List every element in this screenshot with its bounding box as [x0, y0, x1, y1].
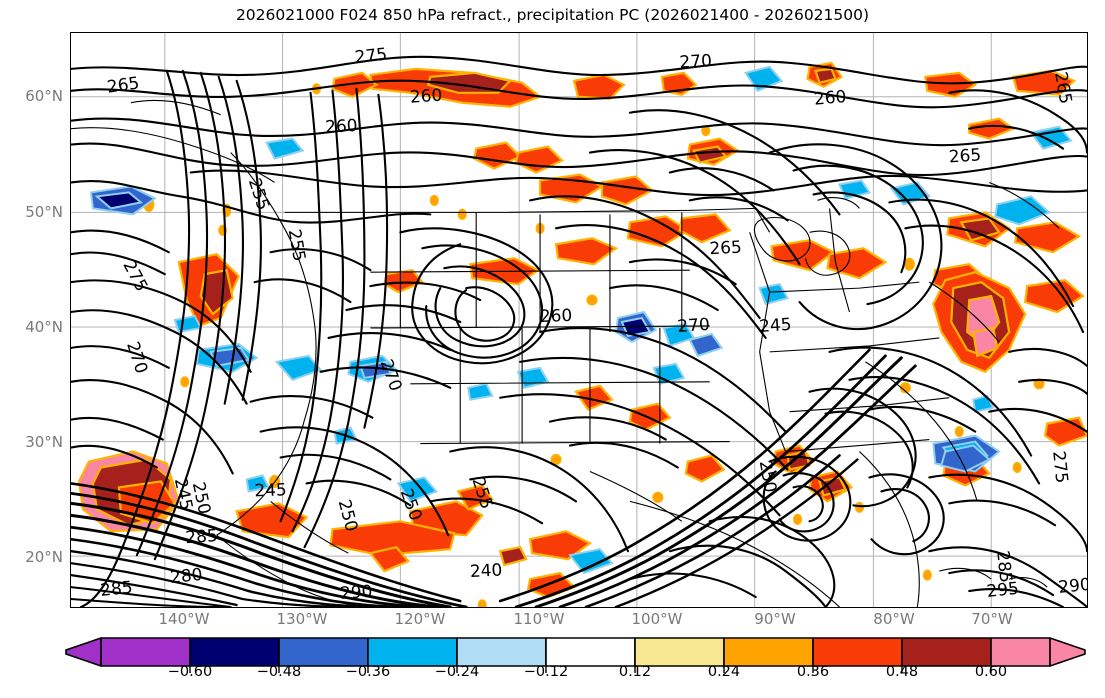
colorbar-tick-label-2: −0.36 — [345, 664, 391, 680]
contour-labels: 265 275 270 260 260 260 255 265 265 275 … — [99, 44, 1087, 603]
x-tick-110w: 110°W — [513, 610, 565, 628]
colorbar-tick-label-6: 0.24 — [707, 664, 741, 680]
map-canvas: 265 275 270 260 260 260 255 265 265 275 … — [71, 33, 1087, 607]
colorbar-tick-label-1: −0.48 — [256, 664, 302, 680]
svg-text:290: 290 — [339, 581, 373, 603]
x-tick-120w: 120°W — [394, 610, 446, 628]
colorbar-tick-label-5: 0.12 — [618, 664, 652, 680]
colorbar-swatch-3 — [367, 637, 458, 667]
colorbar-tick-label-9: 0.60 — [974, 664, 1008, 680]
svg-text:275: 275 — [354, 44, 388, 67]
colorbar-tick-label-4: −0.12 — [523, 664, 569, 680]
colorbar-tick-label-8: 0.48 — [885, 664, 919, 680]
colorbar-swatch-2 — [278, 637, 369, 667]
x-tick-80w: 80°W — [873, 610, 915, 628]
svg-text:285: 285 — [993, 550, 1016, 584]
colorbar-swatch-8 — [812, 637, 903, 667]
svg-text:270: 270 — [679, 50, 712, 72]
svg-text:245: 245 — [759, 314, 793, 336]
colorbar[interactable]: −0.60 −0.48 −0.36 −0.24 −0.12 0.12 0.24 … — [0, 636, 1105, 698]
shaded-patches-cool — [89, 65, 1073, 575]
svg-text:275: 275 — [1049, 450, 1072, 484]
x-tick-140w: 140°W — [158, 610, 210, 628]
colorbar-swatch-6 — [634, 637, 725, 667]
x-tick-70w: 70°W — [971, 610, 1013, 628]
x-tick-100w: 100°W — [631, 610, 683, 628]
svg-text:260: 260 — [813, 86, 847, 109]
svg-text:240: 240 — [469, 559, 502, 581]
svg-text:265: 265 — [106, 72, 141, 96]
colorbar-tick-label-0: −0.60 — [167, 664, 213, 680]
colorbar-swatch-1 — [189, 637, 280, 667]
svg-text:260: 260 — [409, 85, 443, 107]
colorbar-tick-label-3: −0.24 — [434, 664, 480, 680]
colorbar-swatch-9 — [901, 637, 992, 667]
map-boundaries — [71, 99, 1060, 607]
colorbar-tick-label-7: 0.36 — [796, 664, 830, 680]
svg-text:285: 285 — [185, 525, 219, 547]
x-tick-90w: 90°W — [754, 610, 796, 628]
svg-text:265: 265 — [948, 144, 982, 166]
colorbar-swatch-5 — [545, 637, 636, 667]
colorbar-ticks — [189, 666, 992, 673]
map-plot-area[interactable]: 265 275 270 260 260 260 255 265 265 275 … — [70, 32, 1088, 608]
svg-text:245: 245 — [254, 479, 287, 500]
page-title: 2026021000 F024 850 hPa refract., precip… — [235, 6, 870, 24]
svg-text:260: 260 — [325, 115, 358, 137]
x-tick-130w: 130°W — [276, 610, 328, 628]
colorbar-swatch-0 — [100, 637, 191, 667]
svg-text:265: 265 — [709, 237, 742, 259]
svg-text:285: 285 — [99, 577, 133, 600]
svg-text:290: 290 — [1057, 574, 1087, 597]
svg-text:280: 280 — [169, 564, 203, 587]
colorbar-swatch-7 — [723, 637, 814, 667]
svg-text:270: 270 — [677, 314, 711, 336]
colorbar-extend-right — [1049, 637, 1086, 667]
colorbar-swatch-4 — [456, 637, 547, 667]
colorbar-extend-left — [65, 637, 102, 667]
colorbar-svg — [65, 637, 1086, 673]
svg-text:260: 260 — [540, 305, 573, 326]
colorbar-swatch-10 — [990, 637, 1051, 667]
svg-text:295: 295 — [986, 578, 1020, 601]
